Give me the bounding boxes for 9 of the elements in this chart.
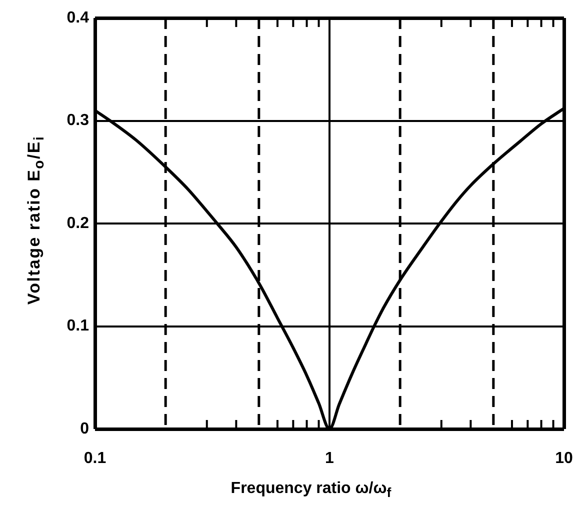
x-axis-title: Frequency ratio ω/ω$_{f}$: [230, 480, 392, 500]
y-tick-label: 0.3: [66, 112, 90, 130]
y-tick-label: 0.1: [66, 318, 90, 335]
y-tick-label: 0.2: [66, 214, 90, 232]
y-tick-label: 0.4: [66, 9, 90, 26]
y-tick-label: 0: [80, 420, 90, 438]
x-tick-label: 0.1: [84, 450, 106, 468]
x-tick-label: 1: [325, 450, 334, 468]
x-tick-label: 10: [555, 450, 573, 468]
